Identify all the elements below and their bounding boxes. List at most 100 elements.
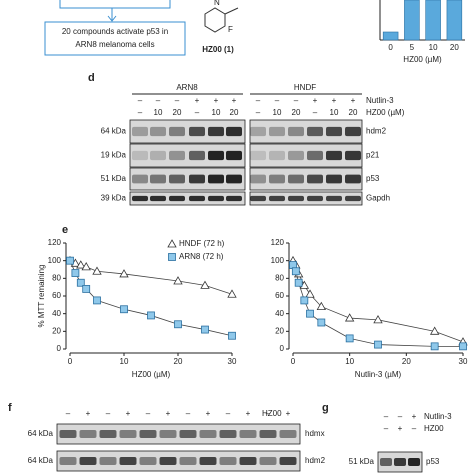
y-tick-label: 0 [280,344,285,353]
x-tick-label: 0 [68,357,73,366]
panel-label: d [88,72,95,84]
band [208,195,224,202]
protein-label: hdmx [305,429,325,438]
y-tick-label: 40 [275,309,284,318]
protein-label: p53 [426,457,440,466]
band [169,174,185,184]
lane-label: + [195,96,200,105]
kda-label: 64 kDa [101,127,127,136]
kda-label: 51 kDa [101,174,127,183]
kda-label: 51 kDa [349,457,375,466]
marker [167,239,177,248]
lane-label: – [294,96,299,105]
lane-label: + [351,96,356,105]
band [219,457,237,465]
kda-label: 64 kDa [28,429,54,438]
x-axis-label: Nutlin-3 (µM) [355,370,402,379]
marker [429,326,440,335]
band [208,150,224,161]
marker [81,262,91,271]
arrow-head [107,15,117,22]
bar [425,0,441,41]
bar [382,31,399,41]
y-tick-label: 60 [52,291,61,300]
lane-label: – [398,412,403,421]
marker [66,256,74,265]
marker [174,320,182,329]
panel-label: g [322,402,329,414]
marker [200,280,210,289]
band [169,150,185,161]
lane-label: 10 [330,108,339,117]
band [250,174,266,184]
blot [249,119,363,144]
band [189,174,205,184]
x-tick-label: 20 [174,357,183,366]
band [239,430,257,438]
lane-label: – [175,96,180,105]
marker [305,289,315,298]
marker [300,296,309,305]
band [139,430,157,438]
band [150,174,166,184]
blot [129,119,246,144]
band [326,150,342,161]
y-tick-label: 60 [275,291,284,300]
lane-label: – [146,409,151,418]
band [132,150,148,161]
box-text: ARN8 melanoma cells [75,40,154,49]
band [269,150,285,161]
bar [446,0,463,41]
row-label: HZ00 (µM) [366,108,405,117]
molecule [204,7,239,33]
band [219,430,237,438]
marker [173,276,183,285]
band [99,430,117,438]
band [99,457,117,465]
marker [76,260,86,269]
marker [344,313,355,322]
lane-label: + [286,409,291,418]
x-axis-label: HZ00 (µM) [403,55,442,64]
band [132,195,148,202]
band [59,430,77,438]
marker [291,267,300,276]
row-label: HZ00 [424,424,444,433]
marker [119,269,129,278]
band [150,150,166,161]
marker [76,278,85,287]
lane-label: + [412,412,417,421]
row-label: Nutlin-3 [366,96,394,105]
blot [129,191,246,206]
marker [71,269,80,277]
marker [82,285,91,293]
blot [249,143,363,168]
kda-label: 19 kDa [101,151,127,160]
band [307,195,323,202]
lane-label: – [256,108,261,117]
marker [430,342,439,351]
protein-label: p53 [366,174,380,183]
band [189,195,205,202]
blot [129,167,246,191]
y-tick-label: 0 [57,344,62,353]
blot [129,143,246,168]
band [259,457,277,465]
panel-label: f [8,402,12,414]
protein-label: hdm2 [305,456,326,465]
x-tick-label: 10 [429,43,438,52]
x-tick-label: 30 [459,357,468,366]
compound-label: HZ00 (1) [202,45,234,54]
band [132,126,148,137]
band [179,457,197,465]
kda-label: 64 kDa [28,456,54,465]
x-tick-label: 10 [345,357,354,366]
band [208,174,224,184]
x-tick-label: 5 [410,43,415,52]
band [307,174,323,184]
lane-label: + [232,96,237,105]
band [59,457,77,465]
marker [316,301,327,310]
band [169,195,185,202]
lane-label: + [313,96,318,105]
